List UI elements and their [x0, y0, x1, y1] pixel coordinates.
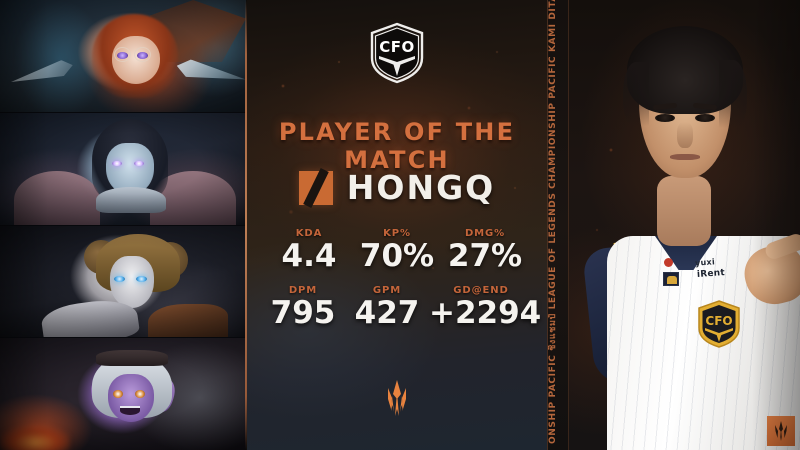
stats-block: KDA 4.4 KP% 70% DMG% 27% DPM 795 — [261, 228, 542, 332]
player-name-row: HONGQ — [247, 168, 547, 207]
jersey-emblem-dot — [664, 258, 673, 267]
player-mouth — [670, 154, 700, 160]
stats-row-2: DPM 795 GPM 427 GD@END +2294 — [261, 285, 542, 332]
jersey-sponsor-top: yuxi — [694, 257, 716, 268]
stat-value: 427 — [354, 295, 420, 332]
stat-dmg: DMG% 27% — [441, 228, 529, 273]
vertical-banner-strip: ONSHIP PACIFIC ชิงแชมป์ LEAGUE OF LEGEND… — [547, 0, 569, 450]
stat-gd-at-end: GD@END +2294 — [429, 285, 542, 332]
player-portrait-photo: yuxi iRent CFO — [569, 0, 800, 450]
jersey-cfo-crest-icon: CFO — [697, 300, 741, 348]
stat-dpm: DPM 795 — [261, 285, 345, 330]
panel-divider — [245, 0, 247, 450]
stat-kda: KDA 4.4 — [265, 228, 353, 273]
cfo-shield-icon: CFO — [369, 22, 425, 84]
player-neck — [657, 176, 711, 246]
stat-gpm: GPM 427 — [345, 285, 429, 330]
player-of-the-match-card: CFO PLAYER OF THE MATCH HONGQ KDA 4.4 KP… — [247, 0, 547, 450]
player-name: HONGQ — [346, 168, 496, 207]
player-eye-right — [695, 114, 715, 122]
vertical-banner-text: ONSHIP PACIFIC ชิงแชมป์ LEAGUE OF LEGEND… — [548, 0, 558, 444]
player-hair-side-right — [719, 60, 747, 128]
stat-value: 70% — [359, 238, 435, 274]
svg-text:CFO: CFO — [705, 314, 732, 328]
jersey-body — [607, 236, 800, 450]
jersey-sponsor-main: iRent — [696, 268, 726, 280]
team-slash-mark-icon — [298, 170, 333, 205]
stat-label: DMG% — [464, 228, 506, 239]
stat-label: KDA — [295, 228, 323, 239]
flame-crest-ornament-icon — [379, 378, 415, 418]
stat-kp: KP% 70% — [353, 228, 441, 273]
player-nose — [677, 122, 693, 148]
stat-value: 795 — [270, 295, 336, 332]
champion-portrait-3 — [0, 225, 246, 339]
champion-portrait-4 — [0, 338, 246, 450]
page-title: PLAYER OF THE MATCH — [278, 118, 516, 174]
stat-value: +2294 — [429, 295, 542, 332]
stat-value: 4.4 — [281, 238, 337, 274]
champion-portrait-column — [0, 0, 246, 450]
champion-portrait-1 — [0, 0, 246, 113]
stat-label: GPM — [372, 285, 402, 297]
champion-portrait-2 — [0, 112, 246, 226]
stat-label: KP% — [383, 228, 411, 239]
tournament-badge-icon — [767, 416, 795, 446]
jersey-patch — [663, 272, 679, 286]
player-eye-left — [655, 114, 675, 122]
stat-label: DPM — [288, 285, 318, 297]
player-hair-side-left — [623, 62, 649, 126]
stat-label: GD@END — [453, 285, 509, 297]
stats-row-1: KDA 4.4 KP% 70% DMG% 27% — [261, 228, 533, 273]
svg-text:CFO: CFO — [379, 38, 415, 56]
stat-value: 27% — [447, 238, 523, 274]
